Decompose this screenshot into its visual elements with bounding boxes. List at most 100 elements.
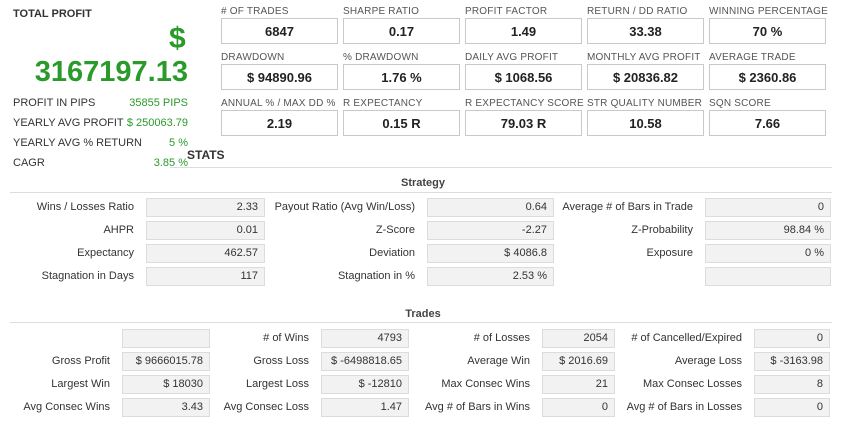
strategy-label: Exposure xyxy=(646,247,693,259)
summary-value: $ 250063.79 xyxy=(126,117,188,129)
metric-value: 6847 xyxy=(221,18,338,44)
summary-value: 5 % xyxy=(169,137,188,149)
trades-value: $ -3163.98 xyxy=(754,352,830,371)
total-profit-value: 3167197.13 xyxy=(34,56,188,88)
metric-value: 1.49 xyxy=(465,18,582,44)
strategy-value: 462.57 xyxy=(146,244,265,263)
trades-label: # of Losses xyxy=(473,332,530,344)
strategy-value: 2.33 xyxy=(146,198,265,217)
summary-label: PROFIT IN PIPS xyxy=(13,97,96,109)
trades-value: 8 xyxy=(754,375,830,394)
strategy-label: Expectancy xyxy=(77,247,134,259)
summary-label: CAGR xyxy=(13,157,45,169)
trades-value xyxy=(122,329,210,348)
metric-label: % DRAWDOWN xyxy=(343,52,419,63)
metric-label: R EXPECTANCY xyxy=(343,98,423,109)
strategy-value: 0 % xyxy=(705,244,831,263)
trades-label: Avg Consec Loss xyxy=(223,401,309,413)
trades-value: $ -12810 xyxy=(321,375,409,394)
summary-label: YEARLY AVG % RETURN xyxy=(13,137,142,149)
metric-value: 70 % xyxy=(709,18,826,44)
trades-label: Max Consec Losses xyxy=(642,378,742,390)
metric-label: PROFIT FACTOR xyxy=(465,6,548,17)
currency-symbol: $ xyxy=(169,22,186,55)
strategy-value: 0.64 xyxy=(427,198,554,217)
trades-label: Average Loss xyxy=(674,355,742,367)
strategy-value: 98.84 % xyxy=(705,221,831,240)
metric-label: AVERAGE TRADE xyxy=(709,52,796,63)
metric-label: SHARPE RATIO xyxy=(343,6,420,17)
trades-label: Max Consec Wins xyxy=(441,378,530,390)
metric-value: $ 2360.86 xyxy=(709,64,826,90)
trades-label: Gross Profit xyxy=(51,355,110,367)
trades-value: 0 xyxy=(754,329,830,348)
trades-value: $ 18030 xyxy=(122,375,210,394)
metric-label: ANNUAL % / MAX DD % xyxy=(221,98,336,109)
strategy-value: 0 xyxy=(705,198,831,217)
metric-label: STR QUALITY NUMBER xyxy=(587,98,703,109)
trades-value: $ -6498818.65 xyxy=(321,352,409,371)
metric-label: DAILY AVG PROFIT xyxy=(465,52,559,63)
strategy-label: Stagnation in % xyxy=(337,270,415,282)
metric-value: 0.15 R xyxy=(343,110,460,136)
trades-value: $ 2016.69 xyxy=(542,352,615,371)
metric-label: # OF TRADES xyxy=(221,6,289,17)
strategy-label: Stagnation in Days xyxy=(41,270,134,282)
trades-label: Avg # of Bars in Losses xyxy=(626,401,742,413)
strategy-label: Deviation xyxy=(369,247,415,259)
metric-value: 33.38 xyxy=(587,18,704,44)
trades-value: 0 xyxy=(754,398,830,417)
total-profit-title: TOTAL PROFIT xyxy=(13,8,92,20)
divider xyxy=(170,167,832,168)
trades-value: $ 9666015.78 xyxy=(122,352,210,371)
trades-label: Average Win xyxy=(467,355,530,367)
metric-value: $ 1068.56 xyxy=(465,64,582,90)
trades-label: Avg # of Bars in Wins xyxy=(425,401,530,413)
strategy-label: Wins / Losses Ratio xyxy=(36,201,134,213)
strategy-value: 117 xyxy=(146,267,265,286)
strategy-title: Strategy xyxy=(400,177,446,189)
trades-label: Largest Win xyxy=(51,378,110,390)
summary-label: YEARLY AVG PROFIT xyxy=(13,117,124,129)
strategy-label: Z-Score xyxy=(375,224,415,236)
trades-value: 2054 xyxy=(542,329,615,348)
stats-heading: STATS xyxy=(187,148,225,162)
strategy-label: Z-Probability xyxy=(631,224,693,236)
metric-label: DRAWDOWN xyxy=(221,52,285,63)
trades-value: 21 xyxy=(542,375,615,394)
trades-label: Gross Loss xyxy=(253,355,309,367)
metric-value: 2.19 xyxy=(221,110,338,136)
metric-label: RETURN / DD RATIO xyxy=(587,6,688,17)
metric-value: $ 20836.82 xyxy=(587,64,704,90)
metric-label: R EXPECTANCY SCORE xyxy=(465,98,584,109)
strategy-label: AHPR xyxy=(103,224,134,236)
divider xyxy=(10,322,832,323)
strategy-label: Average # of Bars in Trade xyxy=(562,201,693,213)
summary-value: 3.85 % xyxy=(153,157,188,169)
metric-label: WINNING PERCENTAGE xyxy=(709,6,828,17)
strategy-value xyxy=(705,267,831,286)
strategy-value: 0.01 xyxy=(146,221,265,240)
trades-value: 4793 xyxy=(321,329,409,348)
trades-label: Avg Consec Wins xyxy=(23,401,110,413)
metric-value: 0.17 xyxy=(343,18,460,44)
trades-value: 3.43 xyxy=(122,398,210,417)
trades-value: 1.47 xyxy=(321,398,409,417)
metric-value: 1.76 % xyxy=(343,64,460,90)
metric-value: 10.58 xyxy=(587,110,704,136)
trades-value: 0 xyxy=(542,398,615,417)
trades-label: Largest Loss xyxy=(246,378,309,390)
trades-title: Trades xyxy=(405,308,441,320)
trades-label: # of Wins xyxy=(263,332,309,344)
metric-value: 7.66 xyxy=(709,110,826,136)
summary-value: 35855 PIPS xyxy=(129,97,188,109)
metric-value: 79.03 R xyxy=(465,110,582,136)
strategy-value: -2.27 xyxy=(427,221,554,240)
strategy-value: 2.53 % xyxy=(427,267,554,286)
trades-label: # of Cancelled/Expired xyxy=(631,332,742,344)
divider xyxy=(10,192,832,193)
metric-label: MONTHLY AVG PROFIT xyxy=(587,52,701,63)
strategy-value: $ 4086.8 xyxy=(427,244,554,263)
strategy-label: Payout Ratio (Avg Win/Loss) xyxy=(274,201,415,213)
metric-value: $ 94890.96 xyxy=(221,64,338,90)
